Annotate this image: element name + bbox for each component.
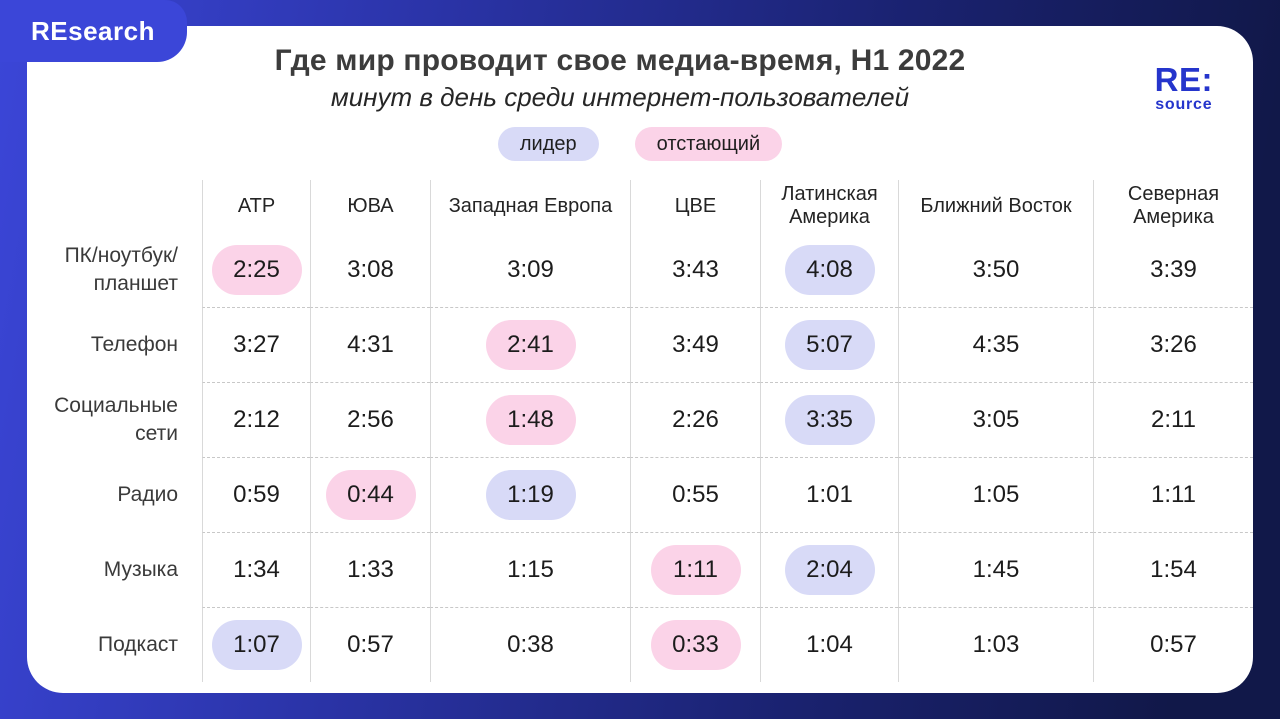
table-cell: 3:26 (1093, 307, 1253, 382)
resource-logo: RE: source (1154, 61, 1213, 114)
research-badge: REsearch (0, 0, 187, 62)
table-cell: 0:55 (630, 457, 760, 532)
table-cell: 2:26 (630, 382, 760, 457)
table-cell: 0:44 (310, 457, 430, 532)
page-title: Где мир проводит свое медиа-время, H1 20… (274, 44, 966, 77)
table-cell: 2:12 (202, 382, 310, 457)
leader-highlight-pill: 4:08 (784, 244, 875, 295)
table-cell: 1:11 (630, 532, 760, 607)
legend-leader-pill: лидер (497, 127, 599, 161)
table-cell: 3:39 (1093, 232, 1253, 307)
table-cell: 0:57 (1093, 607, 1253, 682)
table-cell: 3:50 (898, 232, 1093, 307)
table-cell: 1:19 (430, 457, 630, 532)
table-cell: 1:34 (202, 532, 310, 607)
table-cell: 0:59 (202, 457, 310, 532)
laggard-highlight-pill: 2:25 (211, 244, 302, 295)
table-corner-cell (27, 180, 202, 232)
table-cell: 1:11 (1093, 457, 1253, 532)
table-cell: 1:48 (430, 382, 630, 457)
table-cell: 1:07 (202, 607, 310, 682)
table-cell: 4:35 (898, 307, 1093, 382)
table-cell: 1:03 (898, 607, 1093, 682)
column-header: Западная Европа (430, 180, 630, 232)
page-subtitle: минут в день среди интернет-пользователе… (330, 82, 910, 112)
table-cell: 3:35 (760, 382, 898, 457)
laggard-highlight-pill: 2:41 (485, 320, 576, 370)
table-cell: 5:07 (760, 307, 898, 382)
column-header: Латинская Америка (760, 180, 898, 232)
table-cell: 1:01 (760, 457, 898, 532)
table-cell: 1:33 (310, 532, 430, 607)
logo-main-text: RE: (1154, 61, 1213, 98)
table-cell: 0:33 (630, 607, 760, 682)
column-header: Ближний Восток (898, 180, 1093, 232)
laggard-highlight-pill: 1:11 (650, 545, 741, 595)
column-header: ЦВЕ (630, 180, 760, 232)
column-header: АТР (202, 180, 310, 232)
table-cell: 1:54 (1093, 532, 1253, 607)
leader-highlight-pill: 3:35 (784, 395, 875, 445)
table-cell: 3:49 (630, 307, 760, 382)
research-badge-label: REsearch (31, 15, 155, 46)
table-cell: 3:08 (310, 232, 430, 307)
table-cell: 1:04 (760, 607, 898, 682)
table-cell: 3:09 (430, 232, 630, 307)
legend: лидер отстающий (27, 127, 1253, 161)
row-label: Музыка (103, 557, 178, 581)
laggard-highlight-pill: 0:44 (325, 470, 416, 520)
laggard-highlight-pill: 1:48 (485, 395, 576, 445)
legend-laggard-pill: отстающий (634, 127, 783, 161)
table-cell: 1:45 (898, 532, 1093, 607)
table-cell: 3:05 (898, 382, 1093, 457)
media-time-table: АТР ЮВА Западная Европа ЦВЕ Латинская Америк… (27, 180, 1253, 682)
leader-highlight-pill: 1:19 (485, 470, 576, 520)
column-header: Северная Америка (1093, 180, 1253, 232)
row-label: ПК/ноутбук/ планшет (64, 244, 178, 295)
content-card: Где мир проводит свое медиа-время, H1 20… (27, 26, 1253, 693)
leader-highlight-pill: 1:07 (211, 620, 302, 670)
table-cell: 1:05 (898, 457, 1093, 532)
row-label: Социальные сети (54, 394, 178, 445)
table-cell: 1:15 (430, 532, 630, 607)
table-cell: 2:56 (310, 382, 430, 457)
table-cell: 3:27 (202, 307, 310, 382)
table-cell: 2:11 (1093, 382, 1253, 457)
logo-sub-text: source (1155, 96, 1213, 114)
table-cell: 2:25 (202, 232, 310, 307)
row-label: Подкаст (97, 632, 178, 656)
laggard-highlight-pill: 0:33 (650, 620, 741, 670)
column-header: ЮВА (310, 180, 430, 232)
table-cell: 4:31 (310, 307, 430, 382)
leader-highlight-pill: 5:07 (784, 320, 875, 370)
row-label: Телефон (90, 332, 178, 356)
table-cell: 2:41 (430, 307, 630, 382)
table-cell: 4:08 (760, 232, 898, 307)
table-cell: 0:38 (430, 607, 630, 682)
row-label: Радио (117, 482, 178, 506)
table-cell: 3:43 (630, 232, 760, 307)
table-cell: 0:57 (310, 607, 430, 682)
leader-highlight-pill: 2:04 (784, 545, 875, 595)
table-cell: 2:04 (760, 532, 898, 607)
